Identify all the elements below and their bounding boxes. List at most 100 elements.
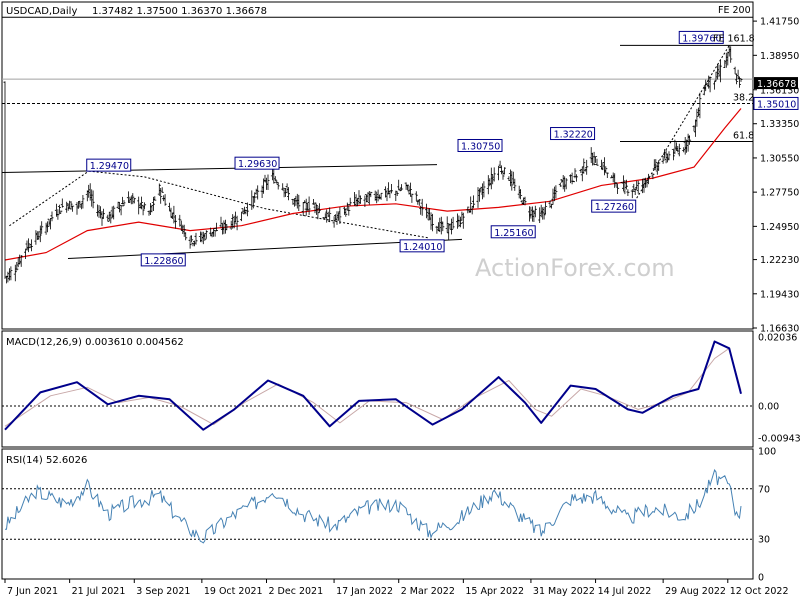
fibo-382-label: 38.2: [733, 92, 754, 103]
price-bar: [182, 224, 186, 237]
price-bar: [614, 182, 618, 187]
price-bar: [131, 193, 135, 205]
price-bar: [347, 205, 351, 216]
price-bar: [510, 170, 514, 191]
price-bar: [59, 210, 63, 214]
price-bar: [203, 233, 207, 241]
price-bar: [501, 170, 505, 180]
price-bar: [544, 201, 548, 215]
price-bar: [630, 189, 634, 199]
price-bar: [718, 59, 722, 83]
level-label: 1.24010: [399, 239, 445, 253]
price-bar: [604, 166, 608, 173]
price-bar: [60, 198, 64, 208]
price-bar: [253, 192, 257, 203]
price-bar: [646, 173, 650, 185]
svg-text:1.30750: 1.30750: [461, 141, 500, 152]
time-tick-label: 17 Jan 2022: [336, 586, 393, 597]
price-bar: [616, 183, 620, 194]
time-tick-label: 3 Sep 2021: [136, 586, 190, 597]
price-bar: [235, 215, 239, 231]
svg-text:1.36678: 1.36678: [757, 79, 796, 90]
price-annotations: 1.29470 1.22860 1.29630 1.24010 1.30750 1.251…: [86, 5, 799, 267]
price-bar: [50, 211, 54, 222]
price-bar: [558, 182, 562, 187]
price-bar: [431, 213, 434, 232]
price-tick-label: 1.24950: [760, 222, 799, 233]
moving-average-line: [4, 108, 742, 261]
price-bar: [698, 92, 702, 119]
price-bar: [29, 239, 33, 252]
projection-dotted-line: [88, 170, 429, 239]
level-label: 1.25160: [490, 225, 536, 239]
channel-bottom-line: [67, 238, 463, 259]
price-bar: [461, 212, 465, 229]
watermark: ActionForex.com: [475, 254, 675, 282]
price-bar: [157, 183, 161, 196]
price-bar: [184, 232, 188, 241]
macd-panel-frame: [1, 330, 754, 448]
time-tick-label: 29 Aug 2022: [665, 586, 726, 597]
price-bar: [542, 206, 546, 220]
price-bar: [472, 195, 476, 209]
svg-text:1.39760: 1.39760: [682, 33, 721, 44]
price-bar: [458, 216, 462, 228]
time-tick-label: 14 Jul 2022: [598, 586, 652, 597]
price-bar: [533, 205, 537, 218]
price-bar: [119, 205, 123, 216]
time-axis: 7 Jun 2021 21 Jul 2021 3 Sep 2021 19 Oct 20…: [4, 579, 789, 597]
price-bar: [287, 187, 290, 201]
price-bar: [232, 215, 236, 229]
price-bar: [582, 158, 586, 174]
price-bar: [592, 151, 596, 166]
price-bar: [572, 180, 575, 183]
price-bar: [297, 194, 301, 211]
price-bar: [281, 183, 285, 191]
price-bar: [276, 182, 280, 190]
price-bar: [81, 195, 85, 209]
price-tick-label: 1.41750: [760, 17, 799, 28]
price-bar: [204, 230, 208, 239]
level-label: 1.29470: [86, 158, 132, 172]
price-bar: [451, 216, 455, 229]
price-bar: [369, 191, 373, 198]
time-tick-label: 31 May 2022: [533, 586, 595, 597]
price-tick-label: 1.27750: [760, 188, 799, 199]
price-bar: [178, 214, 182, 227]
level-label: 1.27260: [591, 199, 637, 213]
time-tick-label: 15 Apr 2022: [465, 586, 524, 597]
svg-text:1.22860: 1.22860: [144, 256, 183, 267]
svg-text:1.25160: 1.25160: [494, 228, 533, 239]
svg-text:1.32220: 1.32220: [554, 130, 593, 141]
chart-title: USDCAD,Daily: [6, 6, 77, 17]
macd-tick-label: 0.02036: [758, 332, 797, 343]
level-label: 1.35010: [753, 96, 799, 110]
price-bar: [708, 77, 712, 93]
price-bar: [190, 235, 194, 243]
price-bar: [389, 184, 393, 194]
price-bar: [66, 203, 70, 211]
price-panel-frame: [1, 1, 754, 330]
price-bar: [410, 193, 414, 203]
price-bar: [153, 196, 157, 201]
price-bar: [159, 188, 163, 204]
fe1618-label: FE 161.8: [713, 33, 755, 44]
time-tick-label: 7 Jun 2021: [7, 586, 58, 597]
price-bar: [605, 172, 609, 178]
price-bar: [636, 180, 640, 194]
rsi-tick-label: 0: [758, 573, 764, 584]
price-bar: [492, 167, 496, 182]
svg-text:1.29630: 1.29630: [238, 159, 277, 170]
price-bar: [40, 221, 44, 234]
price-bar: [595, 158, 599, 166]
rsi-tick-label: 100: [758, 447, 776, 458]
price-bar: [482, 181, 486, 198]
price-bar: [348, 197, 352, 206]
price-tick-label: 1.19430: [760, 289, 799, 300]
price-tick-label: 1.36130: [760, 85, 799, 96]
price-tick-label: 1.33350: [760, 119, 799, 130]
price-bar: [344, 208, 348, 217]
price-grid: [1, 16, 753, 259]
price-bar: [395, 191, 399, 196]
